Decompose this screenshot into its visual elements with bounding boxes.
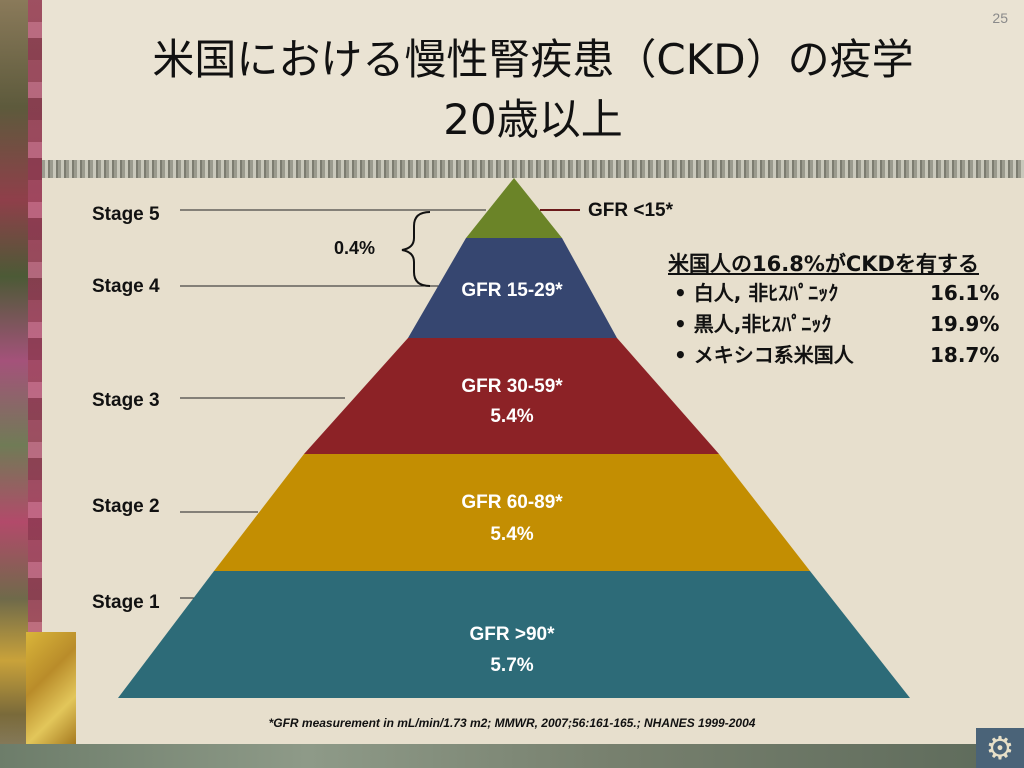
stage-5-label: Stage 5 — [92, 204, 160, 225]
stage45-brace — [401, 211, 431, 287]
prevalence-row: • メキシコ系米国人 18.7% — [668, 340, 1008, 371]
stage45-percentage: 0.4% — [334, 238, 376, 258]
corner-photo — [26, 632, 76, 744]
segment-stage1-pct: 5.7% — [490, 655, 534, 676]
stage-1-label: Stage 1 — [92, 592, 160, 613]
title-area — [42, 0, 1024, 160]
prevalence-row-label: • 黒人,非ﾋｽﾊﾟﾆｯｸ — [674, 312, 832, 336]
gear-icon: ⚙ — [976, 728, 1024, 768]
left-photo-strip — [0, 0, 42, 768]
slide-subtitle: 20歳以上 — [443, 95, 623, 144]
stage-4-label: Stage 4 — [92, 276, 160, 297]
pyramid-segment-stage2 — [214, 454, 810, 571]
prevalence-row: • 黒人,非ﾋｽﾊﾟﾆｯｸ 19.9% — [668, 309, 1008, 340]
segment-stage2-pct: 5.4% — [490, 524, 534, 545]
segment-stage3-pct: 5.4% — [490, 406, 534, 427]
prevalence-row: • 白人, 非ﾋｽﾊﾟﾆｯｸ 16.1% — [668, 278, 1008, 309]
ckd-prevalence-box: 米国人の16.8%がCKDを有する • 白人, 非ﾋｽﾊﾟﾆｯｸ 16.1% •… — [668, 248, 1008, 371]
segment-stage4-gfr: GFR 15-29* — [461, 280, 563, 301]
bottom-photo-strip — [0, 744, 1024, 768]
decorative-divider — [42, 160, 1024, 178]
stage-2-label: Stage 2 — [92, 496, 160, 517]
pyramid-segment-stage4 — [408, 238, 617, 338]
prevalence-row-value: 16.1% — [930, 281, 1000, 305]
pyramid-apex-stage5 — [466, 178, 562, 238]
pyramid-segment-stage1 — [118, 571, 910, 698]
pyramid-segment-stage3 — [304, 338, 719, 454]
segment-stage2-gfr: GFR 60-89* — [461, 492, 563, 513]
prevalence-row-label: • 白人, 非ﾋｽﾊﾟﾆｯｸ — [674, 281, 839, 305]
slide-number: 25 — [992, 10, 1008, 26]
prevalence-row-value: 18.7% — [930, 343, 1000, 367]
slide-title: 米国における慢性腎疾患（CKD）の疫学 — [152, 35, 914, 84]
prevalence-heading: 米国人の16.8%がCKDを有する — [668, 252, 979, 276]
prevalence-row-label: • メキシコ系米国人 — [674, 343, 854, 367]
stage-3-label: Stage 3 — [92, 390, 160, 411]
prevalence-row-value: 19.9% — [930, 312, 1000, 336]
gfr-stage5-label: GFR <15* — [588, 200, 674, 221]
footnote: *GFR measurement in mL/min/1.73 m2; MMWR… — [268, 716, 756, 730]
segment-stage1-gfr: GFR >90* — [469, 624, 555, 645]
segment-stage3-gfr: GFR 30-59* — [461, 376, 563, 397]
